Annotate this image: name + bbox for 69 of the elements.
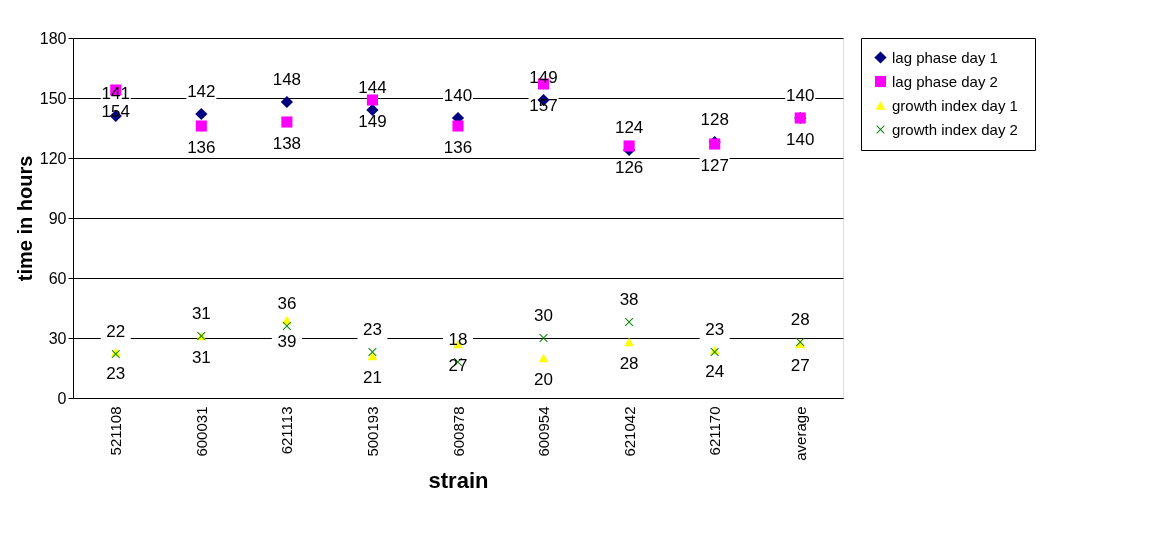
data-label: 36 xyxy=(277,294,297,313)
data-label: 140 xyxy=(786,86,815,105)
data-label: 20 xyxy=(534,370,554,389)
data-label: 154 xyxy=(101,102,130,121)
data-label: 128 xyxy=(700,110,729,129)
data-label: 136 xyxy=(443,138,473,157)
data-label: 24 xyxy=(705,362,725,381)
data-label: 28 xyxy=(619,354,639,373)
data-label: 23 xyxy=(106,364,126,383)
legend-label: growth index day 2 xyxy=(892,120,1018,138)
point xyxy=(538,353,549,363)
point xyxy=(281,116,293,128)
data-label: 28 xyxy=(790,310,810,329)
data-label: 31 xyxy=(191,304,211,323)
point xyxy=(623,140,635,152)
legend-label: lag phase day 2 xyxy=(892,72,998,90)
data-label: 39 xyxy=(277,332,297,351)
data-label: 142 xyxy=(187,82,216,101)
point xyxy=(452,120,464,132)
data-label: 18 xyxy=(448,330,468,349)
data-label: 149 xyxy=(358,112,387,131)
data-label: 141 xyxy=(101,84,130,103)
point xyxy=(624,337,635,347)
x-tick-label: 521108 xyxy=(107,406,125,456)
point xyxy=(368,347,377,357)
data-label: 124 xyxy=(614,118,644,137)
data-label: 21 xyxy=(362,368,382,387)
y-tick-label: 150 xyxy=(39,89,67,107)
point xyxy=(195,107,208,121)
point xyxy=(539,333,548,343)
point xyxy=(366,94,378,106)
data-label: 27 xyxy=(448,356,468,375)
y-axis-title: time in hours xyxy=(13,155,36,282)
data-label: 149 xyxy=(529,68,558,87)
y-tick-label: 0 xyxy=(57,389,67,407)
x-tick-label: average xyxy=(791,406,809,461)
x-tick-label: 600954 xyxy=(535,406,553,457)
y-tick-label: 90 xyxy=(48,209,67,227)
data-label: 144 xyxy=(358,78,387,97)
data-label: 31 xyxy=(191,348,211,367)
legend-label: growth index day 1 xyxy=(892,96,1018,114)
legend-label: lag phase day 1 xyxy=(892,48,998,66)
x-axis-title: strain xyxy=(428,467,489,493)
data-label: 157 xyxy=(529,96,558,115)
data-label: 140 xyxy=(443,86,473,105)
data-label: 22 xyxy=(106,322,126,341)
point xyxy=(195,120,207,132)
x-tick-label: 621170 xyxy=(706,406,724,456)
data-label: 23 xyxy=(705,320,725,339)
y-tick-label: 30 xyxy=(48,329,67,347)
data-label: 27 xyxy=(790,356,810,375)
data-label: 127 xyxy=(700,156,729,175)
data-label: 136 xyxy=(187,138,216,157)
x-tick-label: 600878 xyxy=(449,406,467,457)
data-label: 30 xyxy=(534,306,554,325)
data-label: 38 xyxy=(619,290,639,309)
x-tick-label: 600031 xyxy=(192,406,210,457)
data-label: 138 xyxy=(272,134,302,153)
y-tick-label: 60 xyxy=(48,269,67,287)
data-label: 126 xyxy=(614,158,644,177)
data-label: 148 xyxy=(272,70,302,89)
data-label: 140 xyxy=(786,130,815,149)
x-tick-label: 621042 xyxy=(620,406,638,457)
y-tick-label: 180 xyxy=(39,29,67,47)
y-tick-label: 120 xyxy=(39,149,67,167)
x-tick-label: 500193 xyxy=(363,406,381,457)
x-tick-label: 621113 xyxy=(278,406,296,455)
point xyxy=(280,95,294,109)
data-label: 23 xyxy=(362,320,382,339)
